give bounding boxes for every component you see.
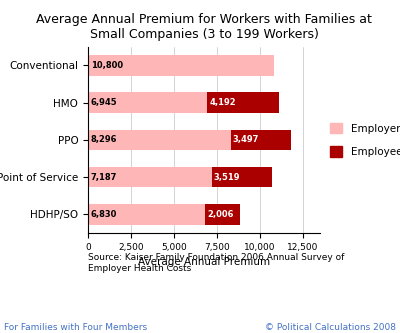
Bar (230, 130, 291, 150)
Bar (88, 130, 230, 150)
Bar (88, 92, 207, 113)
Bar (88, 167, 212, 187)
Bar (207, 92, 279, 113)
Text: 10,800: 10,800 (90, 61, 123, 70)
Bar (88, 55, 274, 76)
Text: 4,192: 4,192 (210, 98, 236, 107)
Title: Average Annual Premium for Workers with Families at
Small Companies (3 to 199 Wo: Average Annual Premium for Workers with … (36, 13, 372, 41)
Text: For Families with Four Members: For Families with Four Members (4, 323, 147, 332)
Bar (88, 204, 205, 225)
Text: 8,296: 8,296 (90, 135, 117, 145)
Text: 3,497: 3,497 (233, 135, 259, 145)
Text: Source: Kaiser Family Foundation 2006 Annual Survey of
Employer Health Costs: Source: Kaiser Family Foundation 2006 An… (88, 253, 344, 273)
Bar (205, 204, 240, 225)
Text: 2,006: 2,006 (208, 210, 234, 219)
Text: 6,945: 6,945 (90, 98, 117, 107)
Text: 6,830: 6,830 (90, 210, 117, 219)
Bar (212, 167, 272, 187)
Text: 3,519: 3,519 (214, 172, 240, 181)
Text: 7,187: 7,187 (90, 172, 117, 181)
Legend: Employer, Employee: Employer, Employee (330, 123, 400, 157)
X-axis label: Average Annual Premium: Average Annual Premium (138, 257, 270, 267)
Text: © Political Calculations 2008: © Political Calculations 2008 (265, 323, 396, 332)
